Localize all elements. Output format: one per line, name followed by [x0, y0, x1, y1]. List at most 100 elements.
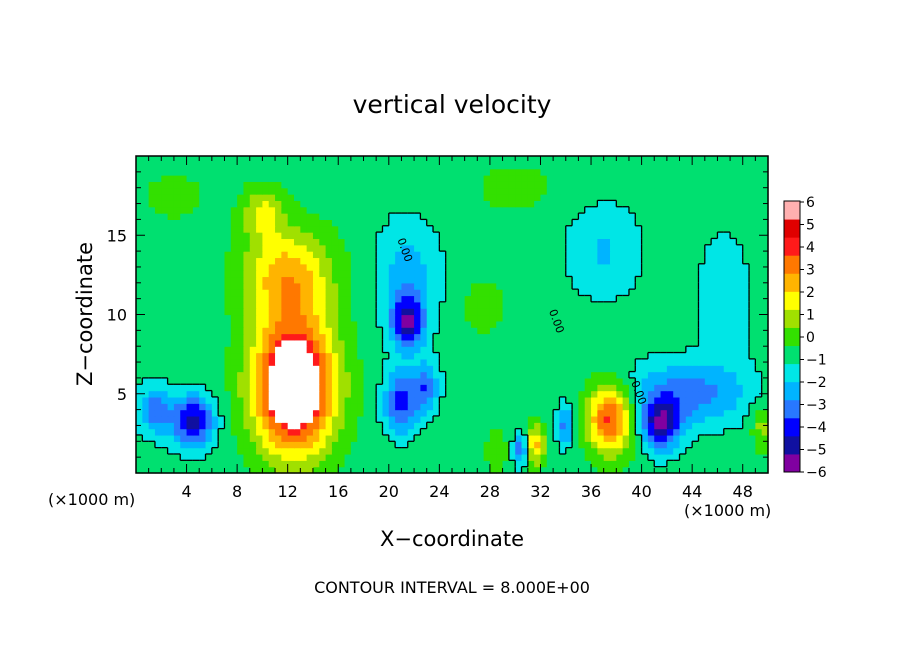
heat-cell [673, 263, 681, 271]
heat-cell [742, 168, 750, 176]
heat-cell [470, 320, 478, 328]
heat-cell [742, 276, 750, 284]
heat-cell [730, 314, 737, 322]
heat-cell [268, 244, 276, 252]
heat-cell [603, 289, 611, 297]
heat-cell [521, 206, 529, 214]
heat-cell [237, 251, 245, 259]
heat-cell [597, 200, 605, 208]
heat-cell [287, 453, 295, 461]
heat-cell [275, 352, 282, 360]
heat-cell [306, 263, 314, 271]
heat-cell [521, 365, 529, 373]
heat-cell [218, 453, 226, 461]
heat-cell [439, 187, 447, 195]
heat-cell [673, 415, 681, 423]
heat-cell [414, 428, 421, 436]
heat-cell [527, 175, 535, 182]
heat-cell [496, 428, 504, 436]
heat-cell [553, 390, 561, 398]
heat-cell [369, 194, 377, 201]
heat-cell [508, 162, 516, 170]
heat-cell [483, 162, 491, 170]
heat-cell [610, 339, 617, 347]
heat-cell [635, 308, 643, 316]
heat-cell [496, 358, 504, 366]
heat-cell [338, 460, 346, 468]
heat-cell [350, 200, 358, 208]
heat-cell [654, 333, 662, 341]
heat-cell [660, 206, 668, 214]
heat-cell [312, 162, 320, 170]
heat-cell [742, 187, 750, 195]
heat-cell [736, 434, 744, 442]
heat-cell [388, 308, 396, 316]
heat-cell [382, 308, 390, 316]
heat-cell [515, 289, 523, 297]
heat-cell [414, 466, 421, 474]
heat-cell [154, 377, 162, 385]
heat-cell [376, 301, 384, 309]
heat-cell [369, 327, 377, 335]
heat-cell [154, 339, 162, 347]
heat-cell [698, 238, 706, 246]
heat-cell [192, 384, 200, 392]
heat-cell [142, 384, 150, 392]
heat-cell [230, 187, 238, 195]
heat-cell [281, 162, 289, 170]
heat-cell [647, 257, 655, 265]
heat-cell [483, 396, 491, 404]
heat-cell [458, 270, 466, 278]
heat-cell [534, 371, 542, 379]
heat-cell [685, 200, 693, 208]
heat-cell [211, 301, 219, 309]
heat-cell [350, 346, 358, 354]
heat-cell [312, 358, 320, 366]
heat-cell [489, 314, 497, 322]
heat-cell [357, 244, 365, 252]
heat-cell [749, 194, 756, 201]
heat-cell [306, 194, 314, 201]
heat-cell [685, 225, 693, 233]
heat-cell [211, 194, 219, 201]
heat-cell [154, 365, 162, 373]
heat-cell [527, 200, 535, 208]
heat-cell [704, 257, 712, 265]
heat-cell [572, 289, 579, 297]
heat-cell [660, 428, 668, 436]
heat-cell [761, 175, 769, 182]
heat-cell [306, 308, 314, 316]
heat-cell [616, 175, 624, 182]
heat-cell [496, 415, 504, 423]
heat-cell [205, 295, 213, 303]
heat-cell [635, 251, 643, 259]
heat-cell [527, 244, 535, 252]
heat-cell [559, 206, 567, 214]
heat-cell [483, 371, 491, 379]
heat-cell [294, 263, 301, 271]
heat-cell [186, 200, 194, 208]
heat-cell [325, 327, 333, 335]
heat-cell [331, 289, 339, 297]
heat-cell [698, 441, 706, 449]
heat-cell [325, 225, 333, 233]
heat-cell [237, 257, 245, 265]
heat-cell [363, 156, 371, 163]
heat-cell [717, 358, 725, 366]
heat-cell [673, 206, 681, 214]
heat-cell [186, 453, 194, 461]
heat-cell [275, 422, 282, 430]
heat-cell [572, 194, 579, 201]
heat-cell [723, 447, 731, 455]
heat-cell [395, 415, 403, 423]
heat-cell [420, 168, 428, 176]
heat-cell [249, 187, 257, 195]
heat-cell [136, 181, 143, 189]
heat-cell [502, 225, 510, 233]
heat-cell [647, 276, 655, 284]
heat-cell [534, 396, 542, 404]
heat-cell [300, 270, 308, 278]
heat-cell [344, 295, 352, 303]
heat-cell [452, 156, 459, 163]
heat-cell [622, 377, 630, 385]
